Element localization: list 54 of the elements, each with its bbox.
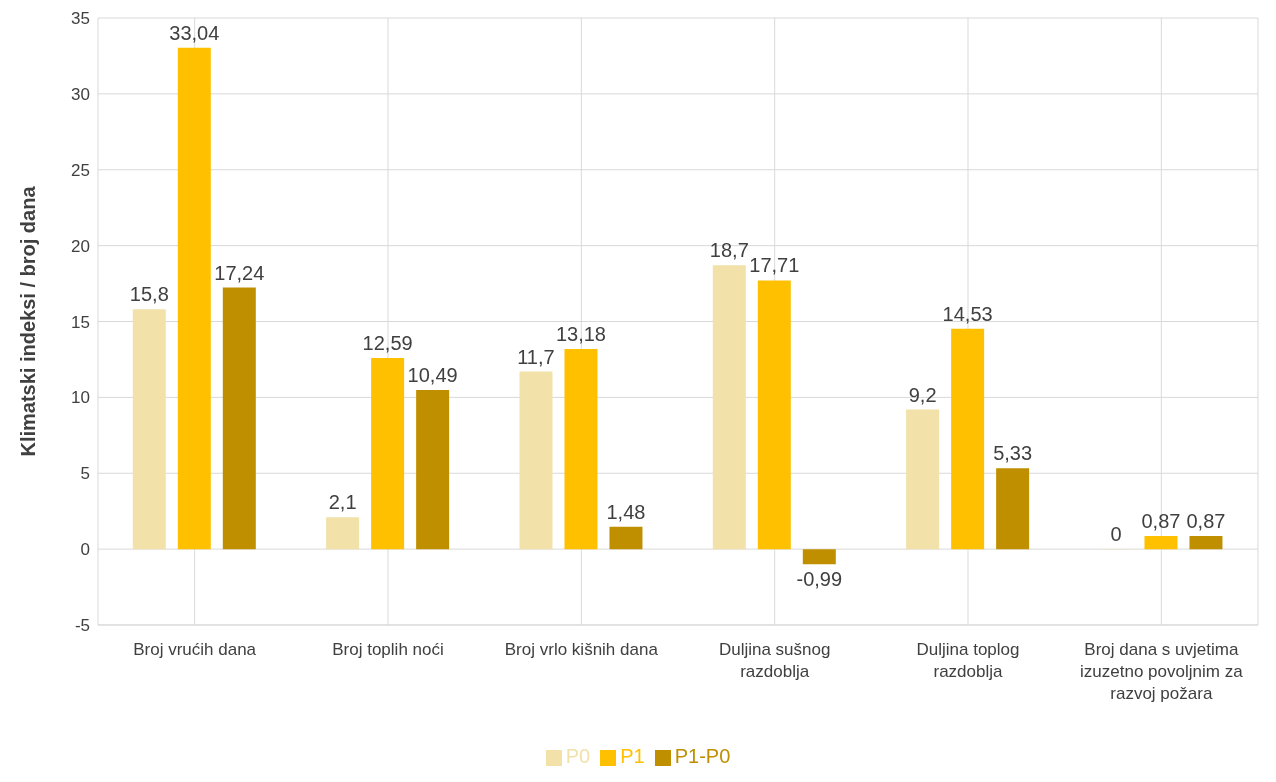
bar: [564, 349, 598, 550]
bar: [222, 287, 256, 550]
data-label: 1,48: [606, 500, 646, 523]
data-label: 17,71: [749, 254, 800, 277]
data-label: 17,24: [214, 261, 265, 284]
x-tick-label: Broj vrlo kišnih dana: [504, 640, 659, 659]
y-tick-label: 20: [71, 236, 90, 256]
y-tick-label: 0: [80, 540, 90, 560]
bar: [712, 265, 746, 550]
bar: [951, 328, 985, 550]
data-label: 14,53: [942, 302, 993, 325]
bar: [609, 526, 643, 550]
data-label: 0: [1110, 523, 1122, 546]
data-label: 12,59: [362, 332, 413, 355]
data-label: 9,2: [908, 383, 937, 406]
y-tick-label: 30: [71, 84, 90, 104]
legend-label: P1: [620, 745, 645, 767]
x-tick-label: Broj vrućih dana: [133, 640, 257, 659]
bar: [326, 517, 360, 550]
bar: [802, 549, 836, 565]
bar: [996, 468, 1030, 550]
bar: [132, 309, 166, 550]
data-label: 15,8: [129, 283, 169, 306]
bar: [1189, 535, 1223, 550]
y-tick-label: 10: [71, 388, 90, 408]
data-label: 13,18: [555, 323, 606, 346]
y-tick-label: -5: [74, 616, 90, 636]
y-tick-label: 15: [71, 312, 90, 332]
y-axis-title: Klimatski indeksi / broj dana: [17, 185, 40, 457]
x-tick-label: Duljina toplog razdoblja: [916, 640, 1020, 681]
x-tick-label: Broj dana s uvjetima izuzetno povoljnim za razvoj požara: [1080, 640, 1244, 703]
bar: [1144, 535, 1178, 550]
data-label: 18,7: [709, 239, 749, 262]
data-label: 0,87: [1186, 509, 1226, 532]
bar: [757, 280, 791, 550]
data-label: 5,33: [993, 442, 1033, 465]
bar: [177, 47, 211, 550]
bar: [906, 409, 940, 550]
y-tick-label: 5: [80, 464, 90, 484]
data-label: 0,87: [1141, 509, 1181, 532]
y-tick-label: 35: [71, 9, 90, 29]
data-label: -0,99: [796, 568, 843, 591]
bar: [519, 371, 553, 550]
x-tick-label: Duljina sušnog razdoblja: [718, 640, 831, 681]
bar: [416, 389, 450, 550]
y-tick-label: 25: [71, 160, 90, 180]
legend-label: P1-P0: [674, 745, 731, 767]
data-label: 33,04: [169, 21, 220, 44]
x-tick-label: Broj toplih noći: [332, 640, 444, 659]
data-label: 2,1: [328, 491, 357, 514]
bar: [371, 358, 405, 550]
data-label: 11,7: [517, 345, 555, 368]
legend-label: P0: [565, 745, 591, 767]
data-label: 10,49: [407, 363, 458, 386]
